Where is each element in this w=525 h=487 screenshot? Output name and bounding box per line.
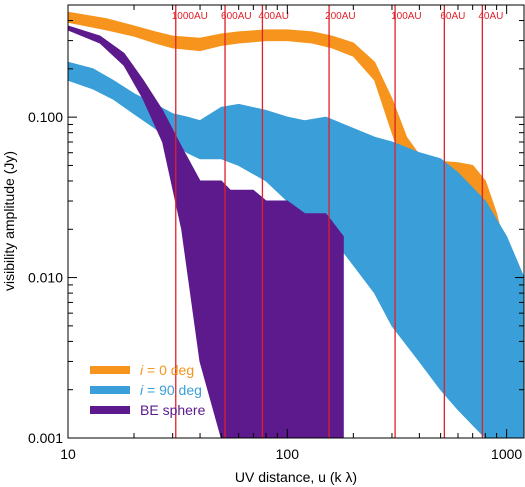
series-band-be-sphere xyxy=(68,25,344,438)
plot-frame xyxy=(67,4,525,439)
series-band--0-deg xyxy=(68,11,524,438)
legend-label: BE sphere xyxy=(140,402,206,418)
reference-label-600au: 600AU xyxy=(221,11,252,22)
y-tick-label: 0.100 xyxy=(28,109,63,125)
legend-label: i = 90 deg xyxy=(140,382,202,398)
x-axis-title: UV distance, u (k λ) xyxy=(235,469,357,485)
y-axis-title: visibility amplitude (Jy) xyxy=(1,151,17,291)
reference-label-1000au: 1000AU xyxy=(172,11,208,22)
x-tick-label: 10 xyxy=(60,446,76,462)
series-band--90-deg xyxy=(68,61,524,438)
legend: i = 0 deg i = 90 deg BE sphere xyxy=(90,362,206,418)
x-tick-label: 100 xyxy=(276,446,300,462)
reference-label-400au: 400AU xyxy=(258,11,289,22)
reference-label-60au: 60AU xyxy=(440,11,465,22)
reference-label-200au: 200AU xyxy=(325,11,356,22)
y-tick-label: 0.001 xyxy=(28,430,63,446)
y-tick-label: 0.010 xyxy=(28,270,63,286)
legend-label: i = 0 deg xyxy=(140,362,194,378)
reference-label-40au: 40AU xyxy=(478,11,503,22)
reference-label-100au: 100AU xyxy=(391,11,422,22)
x-tick-label: 1000 xyxy=(491,446,522,462)
